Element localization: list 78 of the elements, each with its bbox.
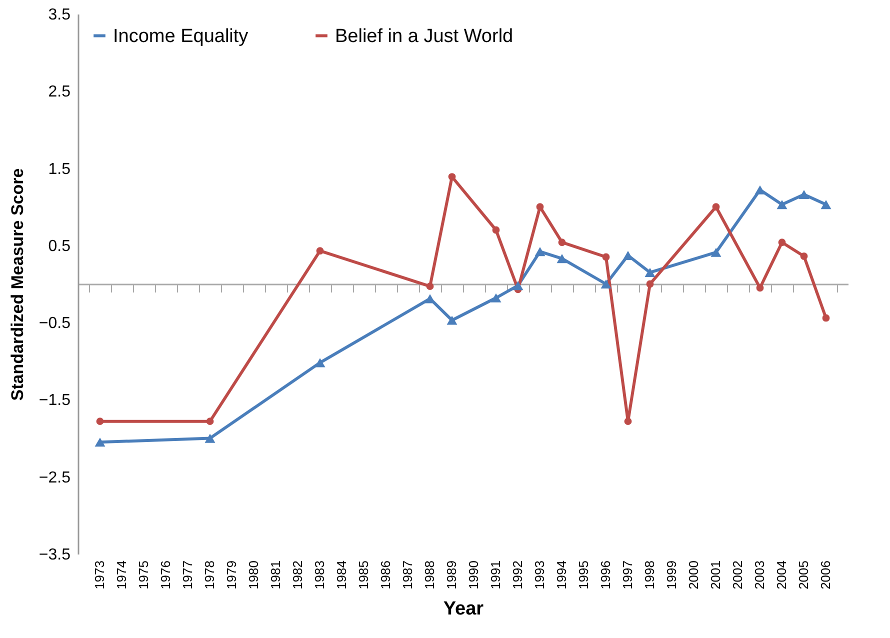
point (204, 434, 216, 443)
point (602, 253, 610, 261)
x-tick-label: 2002 (730, 560, 745, 590)
x-tick-label: 1993 (532, 560, 547, 590)
point (558, 238, 566, 246)
point (756, 284, 764, 292)
point (446, 316, 458, 325)
x-tick-label: 2003 (752, 560, 767, 590)
legend-label: Income Equality (113, 26, 249, 47)
x-tick-label: 1982 (290, 560, 305, 590)
point (778, 238, 786, 246)
x-tick-label: 2005 (796, 560, 811, 590)
x-tick-label: 2000 (686, 560, 701, 590)
x-tick-label: 1977 (180, 560, 195, 590)
x-tick-label: 1979 (224, 560, 239, 590)
y-tick-label: −0.5 (38, 315, 71, 332)
y-tick-label: −2.5 (38, 469, 71, 486)
x-tick-label: 1975 (136, 560, 151, 590)
x-tick-label: 1986 (378, 560, 393, 590)
x-tick-label: 1984 (334, 560, 349, 590)
y-tick-label: −3.5 (38, 546, 71, 564)
x-tick-label: 1989 (444, 560, 459, 590)
y-tick-label: −1.5 (38, 392, 71, 410)
x-tick-label: 1976 (158, 560, 173, 590)
point (492, 226, 500, 234)
point (314, 358, 326, 368)
y-tick-label: 2.5 (48, 84, 71, 101)
x-tick-label: 2006 (818, 560, 833, 590)
y-axis-title: Standardized Measure Score (8, 168, 27, 401)
x-tick-label: 1987 (400, 560, 415, 590)
x-axis-title: Year (443, 598, 484, 620)
y-tick-label: 3.5 (48, 6, 71, 24)
x-tick-label: 1998 (642, 560, 657, 590)
point (646, 280, 654, 288)
point (490, 293, 502, 302)
x-tick-label: 1995 (576, 560, 591, 590)
x-tick-label: 1999 (664, 560, 679, 590)
point (754, 185, 766, 194)
point (206, 418, 214, 426)
point (624, 418, 632, 426)
x-tick-label: 1992 (510, 560, 525, 590)
point (712, 203, 720, 211)
x-tick-label: 1981 (268, 560, 283, 590)
point (448, 173, 456, 180)
x-tick-label: 1991 (488, 560, 503, 590)
x-tick-label: 1985 (356, 560, 371, 590)
point (512, 281, 524, 290)
point (776, 200, 788, 210)
x-tick-label: 1997 (620, 560, 635, 590)
point (800, 252, 808, 260)
point (644, 268, 656, 277)
x-tick-label: 1980 (246, 560, 261, 590)
x-tick-label: 1978 (202, 560, 217, 590)
point (424, 294, 436, 304)
x-tick-label: 1973 (92, 560, 107, 590)
point (600, 279, 612, 289)
x-tick-label: 2004 (774, 560, 789, 590)
point (556, 254, 568, 264)
x-tick-label: 2001 (708, 560, 723, 590)
point (96, 418, 104, 426)
point (316, 247, 324, 255)
x-tick-label: 1988 (422, 560, 437, 590)
point (94, 438, 106, 447)
point (426, 282, 434, 290)
x-tick-label: 1983 (312, 560, 327, 590)
point (820, 200, 832, 210)
y-tick-label: 1.5 (48, 160, 71, 178)
point (822, 314, 830, 322)
x-tick-label: 1996 (598, 560, 613, 590)
point (536, 203, 544, 211)
x-tick-label: 1974 (114, 560, 129, 590)
y-tick-label: 0.5 (48, 238, 71, 255)
x-tick-label: 1994 (554, 560, 569, 590)
x-tick-label: 1990 (466, 560, 481, 590)
point (534, 247, 546, 256)
point (710, 248, 722, 257)
legend-label: Belief in a Just World (335, 26, 514, 47)
point (798, 190, 810, 200)
